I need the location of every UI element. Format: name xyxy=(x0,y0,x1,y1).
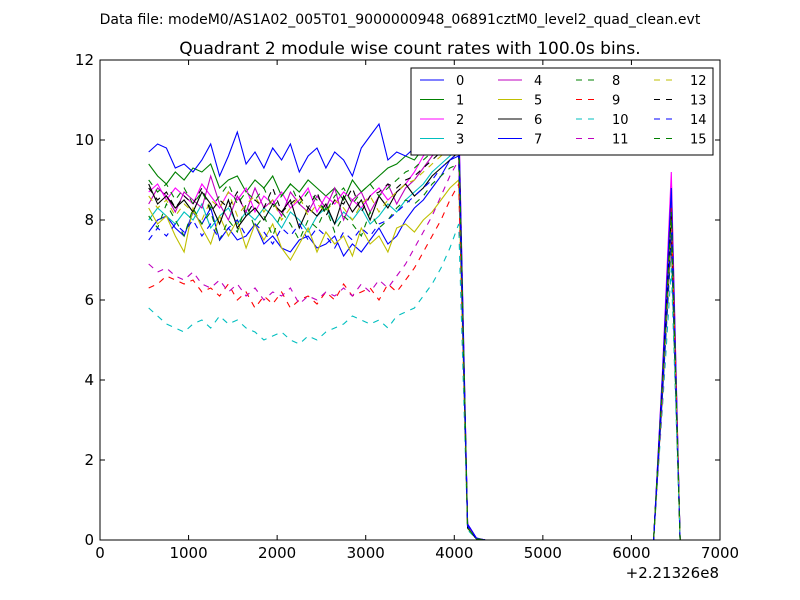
x-tick-label: 7000 xyxy=(701,544,739,562)
data-file-title: Data file: modeM0/AS1A02_005T01_90000009… xyxy=(100,12,701,28)
series-line-1 xyxy=(148,135,681,540)
x-axis: 0 1000 2000 3000 4000 5000 6000 7000 xyxy=(95,60,739,562)
y-tick-label: 6 xyxy=(84,291,94,309)
x-tick-label: 6000 xyxy=(612,544,650,562)
series-line-9 xyxy=(148,181,681,540)
series-line-11 xyxy=(148,157,681,540)
series-line-12 xyxy=(148,138,681,540)
y-tick-label: 4 xyxy=(84,371,94,389)
legend-label-15: 15 xyxy=(690,133,707,148)
legend-label-7: 7 xyxy=(534,133,542,148)
series-line-5 xyxy=(148,178,681,540)
y-tick-label: 8 xyxy=(84,211,94,229)
legend-label-1: 1 xyxy=(456,94,464,109)
y-tick-label: 0 xyxy=(84,531,94,549)
legend-label-4: 4 xyxy=(534,74,542,89)
series-line-13 xyxy=(148,134,681,540)
chart-title: Quadrant 2 module wise count rates with … xyxy=(179,39,640,59)
legend-label-9: 9 xyxy=(612,94,620,109)
series-layer xyxy=(148,110,681,540)
series-line-4 xyxy=(148,126,681,540)
legend-label-12: 12 xyxy=(690,74,707,89)
series-line-3 xyxy=(148,146,681,540)
legend-box xyxy=(410,67,714,156)
series-line-10 xyxy=(148,223,681,540)
legend-label-11: 11 xyxy=(612,133,629,148)
series-line-0 xyxy=(148,155,681,540)
x-offset-label: +2.21326e8 xyxy=(626,564,719,582)
legend-label-5: 5 xyxy=(534,94,542,109)
x-tick-label: 5000 xyxy=(524,544,562,562)
series-line-7 xyxy=(148,119,681,540)
legend-label-0: 0 xyxy=(456,74,464,89)
legend-label-8: 8 xyxy=(612,74,620,89)
series-line-2 xyxy=(148,110,681,540)
y-tick-label: 10 xyxy=(75,131,94,149)
x-tick-label: 4000 xyxy=(435,544,473,562)
legend-label-3: 3 xyxy=(456,133,464,148)
series-line-6 xyxy=(148,150,681,540)
x-tick-label: 3000 xyxy=(347,544,385,562)
x-tick-label: 0 xyxy=(95,544,105,562)
series-line-14 xyxy=(148,150,681,540)
legend-label-6: 6 xyxy=(534,113,542,128)
legend-label-2: 2 xyxy=(456,113,464,128)
y-tick-label: 2 xyxy=(84,451,94,469)
legend-label-10: 10 xyxy=(612,113,629,128)
x-tick-label: 2000 xyxy=(258,544,296,562)
y-tick-label: 12 xyxy=(75,51,94,69)
series-line-8 xyxy=(148,163,681,540)
series-line-15 xyxy=(148,130,681,540)
x-tick-label: 1000 xyxy=(169,544,207,562)
legend-label-13: 13 xyxy=(690,94,707,109)
legend-label-14: 14 xyxy=(690,113,707,128)
